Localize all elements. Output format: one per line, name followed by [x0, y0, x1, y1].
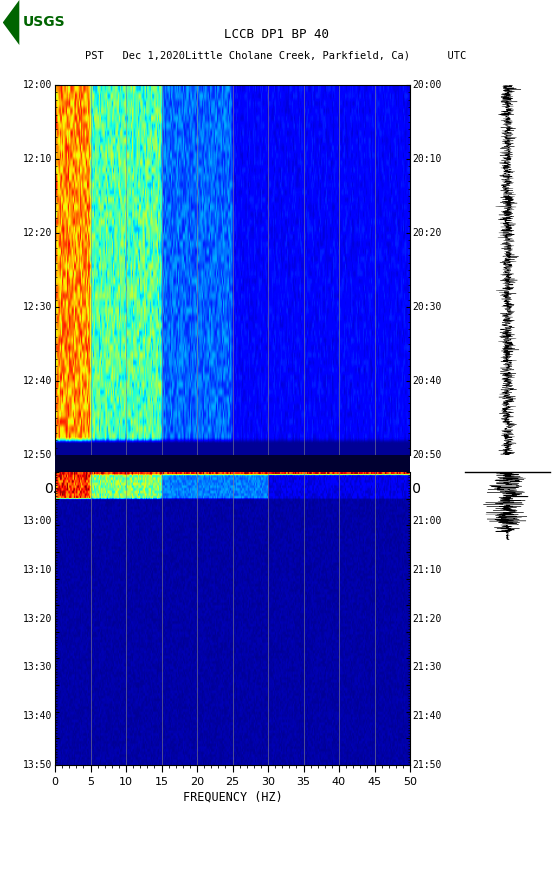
Text: 20:40: 20:40 [413, 376, 442, 386]
Text: 13:50: 13:50 [23, 760, 52, 770]
Text: USGS: USGS [23, 15, 65, 29]
Text: 13:10: 13:10 [23, 565, 52, 574]
Text: 20:10: 20:10 [413, 154, 442, 164]
Text: 13:30: 13:30 [23, 663, 52, 673]
Text: 13:40: 13:40 [23, 711, 52, 721]
Text: 20:30: 20:30 [413, 302, 442, 312]
Text: 12:50: 12:50 [23, 450, 52, 460]
Text: 13:20: 13:20 [23, 614, 52, 624]
Text: 20:20: 20:20 [413, 228, 442, 238]
Text: 20:50: 20:50 [413, 450, 442, 460]
Text: LCCB DP1 BP 40: LCCB DP1 BP 40 [224, 29, 328, 42]
Text: 20:00: 20:00 [413, 80, 442, 90]
Text: 21:40: 21:40 [413, 711, 442, 721]
Text: 12:40: 12:40 [23, 376, 52, 386]
Text: 12:10: 12:10 [23, 154, 52, 164]
Text: 21:30: 21:30 [413, 663, 442, 673]
Text: PST   Dec 1,2020Little Cholane Creek, Parkfield, Ca)      UTC: PST Dec 1,2020Little Cholane Creek, Park… [86, 51, 466, 61]
Text: 12:00: 12:00 [23, 80, 52, 90]
Text: 21:10: 21:10 [413, 565, 442, 574]
Text: 12:20: 12:20 [23, 228, 52, 238]
Text: 21:20: 21:20 [413, 614, 442, 624]
Text: 21:00: 21:00 [413, 516, 442, 525]
Text: 21:50: 21:50 [413, 760, 442, 770]
Text: 13:00: 13:00 [23, 516, 52, 525]
X-axis label: FREQUENCY (HZ): FREQUENCY (HZ) [183, 791, 283, 804]
Text: 12:30: 12:30 [23, 302, 52, 312]
Polygon shape [3, 0, 19, 45]
